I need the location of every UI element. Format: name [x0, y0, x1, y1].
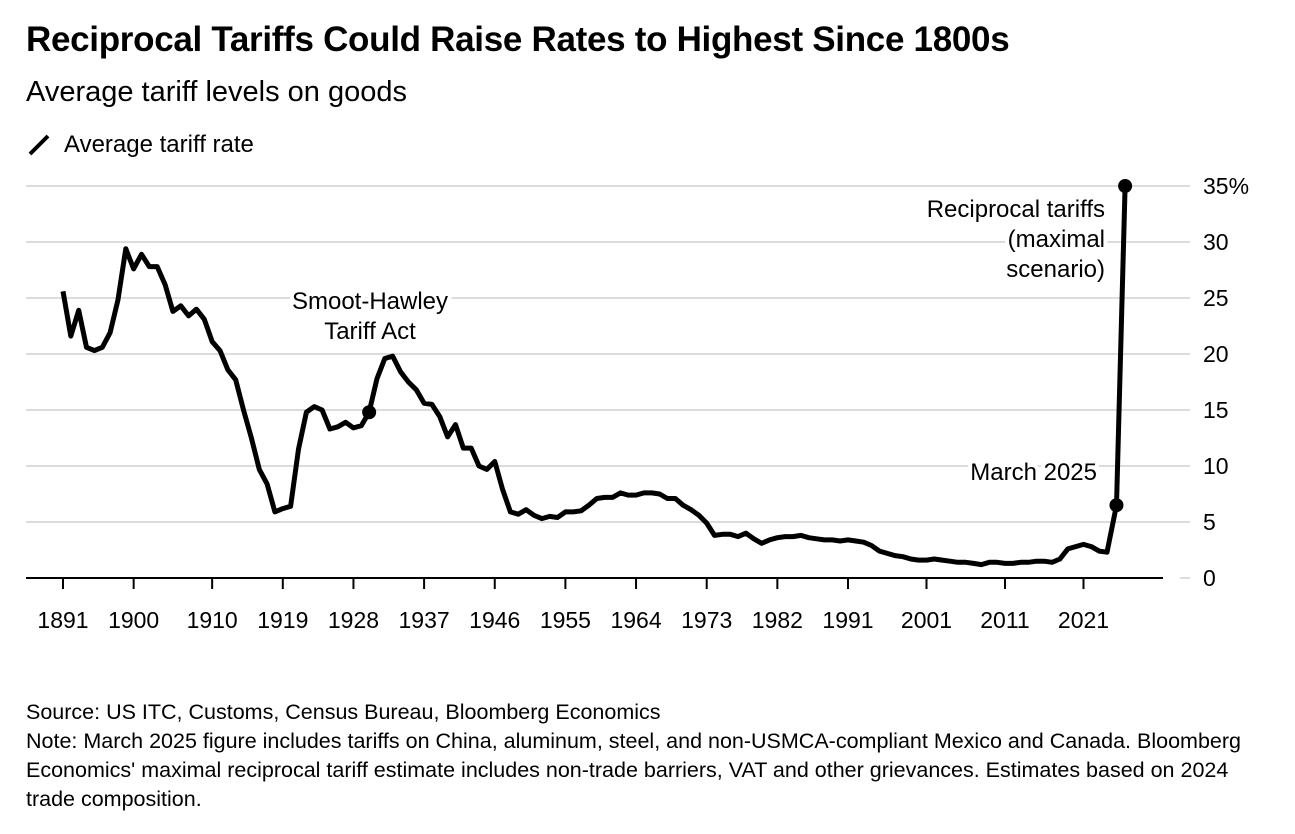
- marker-dot: [1118, 179, 1133, 193]
- annotation-halo: scenario): [1006, 256, 1105, 283]
- x-tick-label: 2021: [1058, 607, 1109, 633]
- x-tick-label: 1982: [752, 607, 803, 633]
- footer: Source: US ITC, Customs, Census Bureau, …: [26, 698, 1276, 814]
- x-tick-label: 1955: [540, 607, 591, 633]
- source-note: Source: US ITC, Customs, Census Bureau, …: [26, 700, 661, 724]
- annotation-march: March 2025: [970, 459, 1097, 486]
- y-axis: 0 5 10 15 20 25 30 35%: [1203, 173, 1249, 591]
- y-tick-label: 10: [1203, 453, 1229, 479]
- x-axis: 1891 1900 1910 1919 1928 1937 1946 1955 1964 1973…: [26, 577, 1163, 633]
- y-tick-label: 30: [1203, 229, 1229, 255]
- chart-subtitle: Average tariff levels on goods: [26, 76, 408, 108]
- annotation-halo: March 2025: [970, 459, 1097, 486]
- y-tick-label: 20: [1203, 341, 1229, 367]
- annotation-halo: Reciprocal tariffs: [927, 196, 1105, 223]
- y-tick-label: 5: [1203, 509, 1216, 535]
- gridlines: [26, 185, 1190, 579]
- annotation-reciprocal: Reciprocal tariffs: [927, 196, 1105, 223]
- legend-label: Average tariff rate: [64, 131, 254, 158]
- annotation-smoot: Tariff Act: [324, 318, 416, 345]
- marker-dot: [362, 405, 377, 420]
- x-tick-label: 1891: [37, 607, 88, 633]
- y-tick-label: 0: [1203, 565, 1216, 591]
- annotation-halo: Tariff Act: [324, 318, 416, 345]
- y-tick-label: 15: [1203, 397, 1229, 423]
- annotation-halo: (maximal: [1008, 226, 1105, 253]
- y-tick-label: 35%: [1203, 173, 1249, 199]
- x-tick-label: 1973: [681, 607, 732, 633]
- x-tick-label: 1991: [822, 607, 873, 633]
- x-tick-label: 1900: [108, 607, 159, 633]
- annotation-smoot: Smoot-Hawley: [292, 288, 448, 315]
- x-tick-label: 1919: [257, 607, 308, 633]
- series-line-average-tariff-rate: [60, 185, 1128, 568]
- x-tick-label: 2001: [901, 607, 952, 633]
- x-tick-label: 1910: [187, 607, 238, 633]
- annotation-reciprocal: (maximal: [1008, 226, 1105, 253]
- line-swatch-icon: [28, 134, 50, 156]
- y-tick-label: 25: [1203, 285, 1229, 311]
- markers: [362, 179, 1133, 513]
- legend: Average tariff rate: [26, 131, 254, 159]
- x-tick-label: 1964: [610, 607, 661, 633]
- x-tick-label: 2011: [980, 607, 1029, 633]
- chart-title: Reciprocal Tariffs Could Raise Rates to …: [26, 20, 1010, 59]
- x-tick-label: 1937: [399, 607, 450, 633]
- x-tick-label: 1928: [328, 607, 379, 633]
- x-tick-label: 1946: [469, 607, 520, 633]
- footnote: Note: March 2025 figure includes tariffs…: [26, 729, 1241, 811]
- annotation-reciprocal: scenario): [1006, 256, 1105, 283]
- marker-dot: [1109, 498, 1124, 513]
- annotation-halo: Smoot-Hawley: [292, 288, 448, 315]
